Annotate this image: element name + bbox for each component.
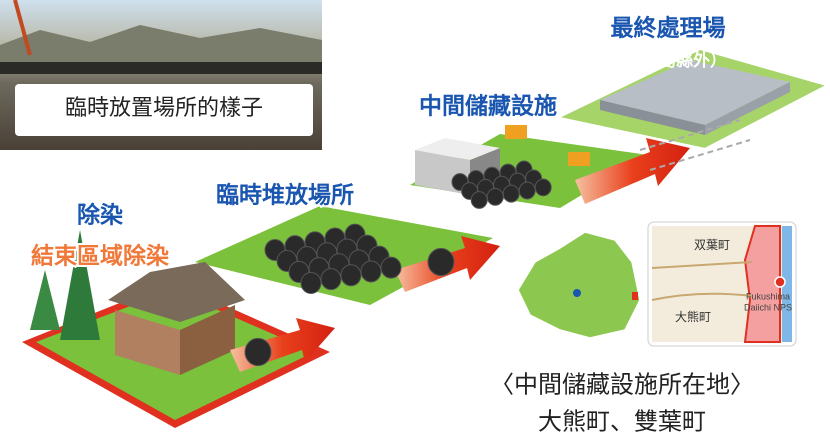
bag: [360, 260, 382, 283]
bag: [427, 247, 455, 277]
bag: [380, 256, 402, 279]
photo-caption: 臨時放置場所的樣子: [65, 95, 263, 120]
bag: [486, 187, 504, 206]
truck: [568, 152, 590, 166]
truck: [505, 125, 527, 139]
inset-map: 双葉町 大熊町 Fukushima Daiichi NPS: [647, 221, 797, 347]
location-title: 〈中間儲藏設施所在地〉: [490, 372, 754, 399]
photo-caption-box: [15, 84, 313, 136]
bag: [300, 272, 322, 294]
final-facility-side: [705, 82, 790, 135]
bag: [340, 264, 362, 287]
stage-sublabel: （福島縣外）: [625, 50, 727, 70]
tree: [60, 230, 100, 340]
map-label: 双葉町: [694, 238, 730, 252]
lake: [573, 289, 581, 297]
stage-label: 最終處理場: [611, 14, 726, 40]
dashed-line: [639, 119, 751, 171]
bag: [502, 184, 520, 203]
arrow: [575, 138, 690, 204]
bag-groups: [244, 160, 552, 367]
stage-label: 中間儲藏設施: [419, 92, 557, 118]
photo: 臨時放置場所的樣子: [0, 0, 322, 150]
map-locator: [632, 292, 638, 300]
house: [30, 230, 245, 375]
final-facility-side: [600, 100, 705, 135]
location-towns: 大熊町、雙葉町: [538, 409, 706, 436]
map-label: 大熊町: [675, 309, 711, 324]
map-label: Daiichi NPS: [744, 302, 792, 312]
prefecture-map: [517, 231, 641, 339]
map-label: Fukushima: [746, 291, 790, 301]
stage-label: 臨時堆放場所: [216, 181, 354, 207]
bag: [320, 268, 342, 291]
bag: [534, 178, 552, 197]
bag: [518, 181, 536, 200]
tree: [30, 270, 60, 330]
bag: [470, 191, 488, 209]
building-roof: [415, 138, 500, 160]
bag: [244, 337, 272, 367]
final-facility-top: [600, 60, 790, 125]
stage-label: 除染: [77, 201, 123, 227]
stage-sublabel: 結束區域除染: [31, 242, 169, 268]
